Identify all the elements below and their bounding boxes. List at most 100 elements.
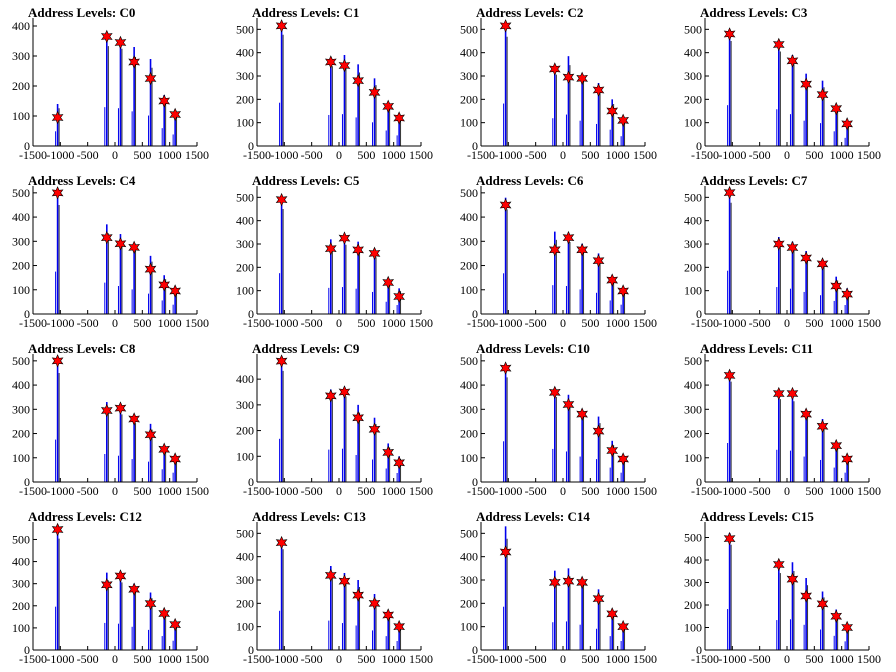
y-tick-label: 300	[12, 577, 30, 591]
x-tick-label: -1500	[243, 148, 271, 162]
star-icon	[499, 198, 512, 212]
star-icon	[393, 289, 405, 304]
star-icon	[786, 240, 799, 255]
x-tick-label: 500	[357, 316, 375, 330]
chart-title: Address Levels: C5	[252, 173, 360, 188]
x-tick-label: -1500	[691, 652, 719, 666]
star-icon	[499, 545, 512, 559]
star-icon	[499, 361, 512, 375]
star-icon	[169, 284, 181, 298]
y-tick-label: 200	[684, 598, 702, 612]
x-tick-label: 1000	[830, 148, 854, 162]
star-icon	[114, 401, 127, 415]
x-tick-label: -1000	[718, 484, 746, 498]
x-tick-label: -500	[77, 652, 99, 666]
y-tick-label: 200	[236, 596, 254, 610]
chart-svg: Address Levels: C60100200300400500-1500-…	[460, 173, 657, 330]
star-icon	[275, 354, 288, 368]
x-tick-label: -1000	[718, 652, 746, 666]
star-icon	[617, 452, 629, 466]
star-icon	[800, 407, 812, 421]
star-icon	[338, 231, 351, 245]
x-tick-label: 500	[805, 652, 823, 666]
star-icon	[816, 419, 829, 434]
x-tick-label: -500	[525, 484, 547, 498]
x-tick-label: 500	[581, 148, 599, 162]
y-tick-label: 200	[460, 259, 478, 273]
star-icon	[617, 284, 629, 298]
y-tick-label: 300	[684, 576, 702, 590]
x-tick-label: 0	[560, 652, 566, 666]
star-icon	[786, 386, 799, 401]
star-icon	[841, 287, 853, 301]
y-tick-label: 100	[236, 116, 254, 130]
chart-title: Address Levels: C9	[252, 341, 360, 356]
y-tick-label: 100	[684, 451, 702, 465]
y-tick-label: 300	[460, 573, 478, 587]
star-icon	[548, 575, 561, 590]
x-tick-label: 0	[784, 148, 790, 162]
chart-panel: Address Levels: C7 0 100 200 300 400 500 -1500-…	[672, 168, 896, 336]
x-tick-label: -1500	[19, 652, 47, 666]
star-icon	[368, 246, 381, 261]
x-tick-label: 1500	[409, 652, 433, 666]
x-tick-label: 1000	[830, 652, 854, 666]
star-icon	[576, 407, 588, 421]
chart-title: Address Levels: C13	[252, 509, 366, 524]
chart-title: Address Levels: C7	[700, 173, 808, 188]
star-icon	[592, 83, 605, 97]
x-tick-label: 500	[133, 316, 151, 330]
y-tick-label: 100	[460, 116, 478, 130]
y-tick-label: 300	[236, 69, 254, 83]
x-tick-label: 1500	[633, 148, 657, 162]
star-icon	[368, 85, 381, 100]
x-tick-label: 0	[336, 148, 342, 162]
y-tick-label: 0	[472, 307, 478, 321]
y-tick-label: 500	[236, 190, 254, 204]
y-tick-label: 200	[12, 599, 30, 613]
y-tick-label: 100	[684, 116, 702, 130]
x-tick-label: -500	[749, 484, 771, 498]
chart-panel: Address Levels: C14 0 100 200 300 400 500 -1500…	[448, 504, 672, 672]
y-tick-label: 300	[12, 234, 30, 248]
chart-panel: Address Levels: C15 0 100 200 300 400 500 -1500…	[672, 504, 896, 672]
chart-svg: Address Levels: C14 0 100 200 300 400 500 -1500…	[460, 509, 657, 666]
y-tick-label: 0	[696, 475, 702, 489]
y-tick-label: 400	[684, 46, 702, 60]
star-icon	[576, 71, 588, 86]
x-tick-label: 1000	[382, 484, 406, 498]
x-tick-label: 1000	[382, 652, 406, 666]
y-tick-label: 500	[12, 354, 30, 368]
star-icon	[800, 77, 812, 91]
x-tick-label: 0	[112, 484, 118, 498]
y-tick-label: 200	[460, 92, 478, 106]
star-icon	[275, 535, 288, 550]
chart-panel: Address Levels: C1 0 100 200 300 400 500 -1500-…	[224, 0, 448, 168]
star-icon	[100, 230, 113, 245]
chart-svg: Address Levels: C40100200300400500-1500-…	[12, 173, 209, 330]
star-icon	[352, 410, 364, 425]
x-tick-label: 500	[805, 316, 823, 330]
star-icon	[324, 55, 337, 69]
star-icon	[617, 113, 629, 128]
x-tick-label: 500	[581, 652, 599, 666]
x-tick-label: 0	[784, 484, 790, 498]
star-icon	[606, 104, 619, 118]
y-tick-label: 0	[472, 139, 478, 153]
y-tick-label: 0	[472, 643, 478, 657]
y-tick-label: 100	[236, 449, 254, 463]
y-tick-label: 200	[684, 260, 702, 274]
star-icon	[158, 278, 171, 292]
x-tick-label: 500	[805, 148, 823, 162]
chart-title: Address Levels: C2	[476, 5, 583, 20]
star-icon	[830, 101, 843, 116]
star-icon	[51, 110, 64, 125]
y-tick-label: 400	[236, 214, 254, 228]
star-icon	[114, 35, 127, 50]
y-tick-label: 300	[236, 398, 254, 412]
chart-svg: Address Levels: C80100200300400500-1500-…	[12, 341, 209, 498]
y-tick-label: 300	[460, 69, 478, 83]
x-tick-label: -500	[301, 484, 323, 498]
star-icon	[562, 70, 575, 84]
y-tick-label: 500	[460, 22, 478, 36]
